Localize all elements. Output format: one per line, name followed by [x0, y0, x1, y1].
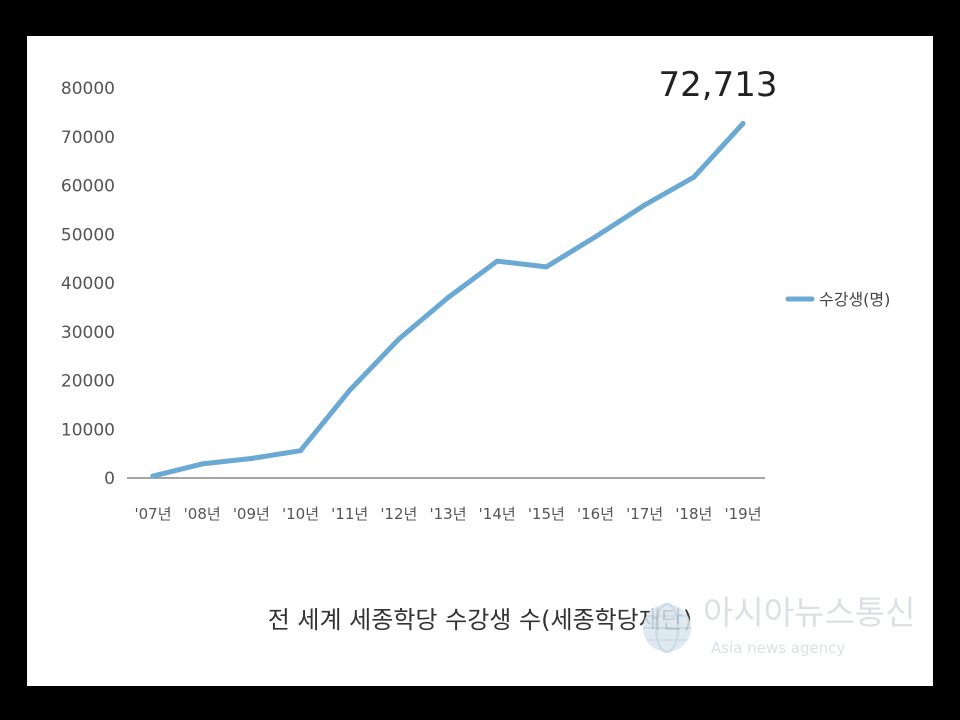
line-chart: 0 10000 20000 30000 40000 50000 60000 70000 8000… [61, 65, 916, 657]
x-tick-label: '11년 [331, 505, 368, 523]
globe-icon [643, 603, 691, 653]
watermark-subtitle: Asia news agency [711, 639, 845, 657]
series-group [150, 121, 746, 479]
x-tick-label: '15년 [528, 505, 565, 523]
x-tick-label: '17년 [626, 505, 663, 523]
data-point [642, 202, 648, 208]
x-tick-label: '12년 [380, 505, 417, 523]
y-tick-label: 20000 [61, 372, 115, 392]
data-point [396, 336, 402, 342]
data-point [593, 234, 598, 240]
data-point [445, 295, 451, 301]
data-point [740, 121, 746, 127]
y-tick-label: 10000 [61, 420, 115, 440]
x-tick-label: '16년 [577, 505, 614, 523]
data-point [347, 387, 353, 393]
y-tick-label: 50000 [61, 225, 115, 245]
x-tick-label: '19년 [724, 505, 761, 523]
chart-panel: 0 10000 20000 30000 40000 50000 60000 70000 8000… [27, 36, 933, 686]
y-axis-ticks: 0 10000 20000 30000 40000 50000 60000 70000 8000… [61, 79, 115, 489]
y-tick-label: 70000 [61, 128, 115, 148]
y-tick-label: 0 [104, 469, 115, 489]
last-value-label: 72,713 [659, 65, 778, 105]
x-tick-label: '13년 [429, 505, 466, 523]
data-point [199, 461, 205, 467]
x-tick-label: '07년 [134, 505, 171, 523]
x-tick-label: '14년 [479, 505, 516, 523]
y-tick-label: 40000 [61, 274, 115, 294]
data-point [248, 456, 254, 461]
x-tick-label: '18년 [675, 505, 712, 523]
data-point [298, 448, 303, 454]
x-tick-label: '09년 [233, 505, 270, 523]
chart-caption: 전 세계 세종학당 수강생 수(세종학당재단) [268, 606, 693, 634]
y-tick-label: 30000 [61, 323, 115, 343]
data-point [543, 264, 549, 270]
x-tick-label: '08년 [184, 505, 221, 523]
watermark: 아시아뉴스통신 Asia news agency [643, 593, 916, 657]
data-point [150, 473, 156, 479]
x-axis-ticks: '07년 '08년 '09년 '10년 '11년 '12년 '13년 '14년 '15년 '16년… [134, 505, 761, 523]
y-tick-label: 60000 [61, 177, 115, 197]
legend-label: 수강생(명) [819, 290, 890, 309]
data-point [494, 258, 500, 264]
legend: 수강생(명) [785, 290, 890, 309]
data-point [691, 174, 697, 180]
x-tick-label: '10년 [282, 505, 319, 523]
y-tick-label: 80000 [61, 79, 115, 99]
watermark-title: 아시아뉴스통신 [703, 593, 916, 632]
